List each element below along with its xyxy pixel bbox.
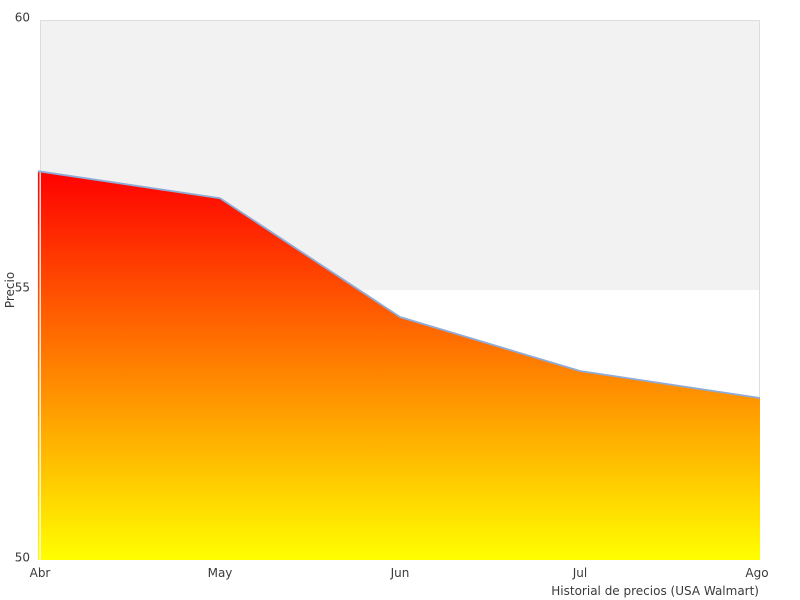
y-axis-tick-labels: 50 55 60 (15, 11, 30, 565)
price-area (40, 171, 761, 560)
y-tick-label: 55 (15, 281, 30, 295)
x-axis-labels: Abr May Jun Jul Ago (30, 566, 769, 580)
area-left-fringe (37, 172, 40, 560)
x-axis-label: Jun (390, 566, 410, 580)
x-axis-label: May (208, 566, 233, 580)
price-line (37, 170, 761, 399)
x-axis-label: Ago (745, 566, 768, 580)
y-tick-label: 60 (15, 11, 30, 25)
y-axis-title: Precio (3, 271, 17, 309)
x-axis-label: Jul (572, 566, 587, 580)
x-axis-title: Historial de precios (USA Walmart) (551, 584, 759, 598)
x-axis-label: Abr (30, 566, 51, 580)
y-tick-label: 50 (15, 551, 30, 565)
